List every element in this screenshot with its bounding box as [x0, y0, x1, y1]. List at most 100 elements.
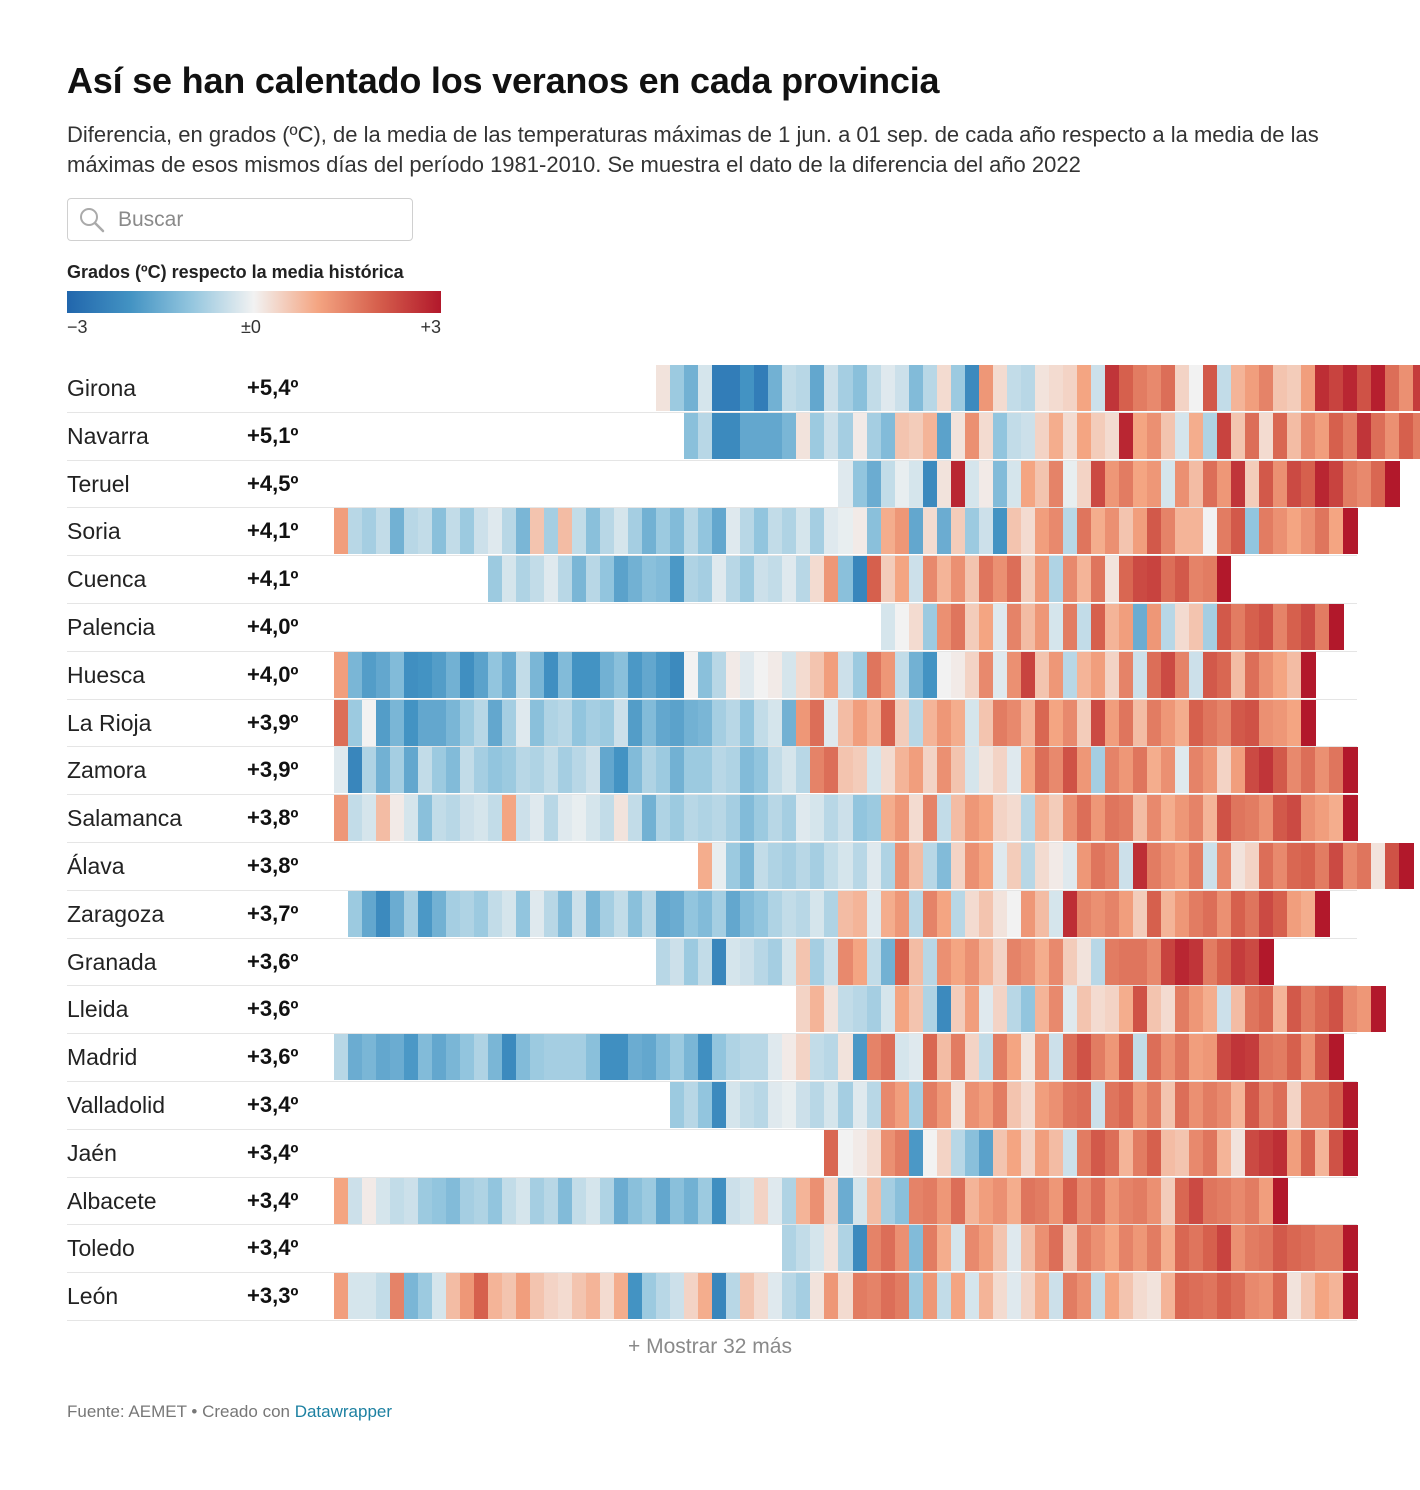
- heatmap-cell: [362, 508, 377, 555]
- heatmap-cell: [1034, 556, 1050, 603]
- heatmap-cell: [894, 986, 910, 1033]
- heatmap-cell: [1174, 747, 1190, 794]
- datawrapper-link[interactable]: Datawrapper: [294, 1402, 393, 1421]
- table-row: Albacete +3,4º: [67, 1177, 1357, 1226]
- heatmap-cell: [1300, 747, 1316, 794]
- heatmap-cell: [880, 1129, 896, 1176]
- heatmap-cell: [1300, 842, 1316, 889]
- heatmap-strip: [334, 556, 1357, 603]
- heatmap-cell: [418, 890, 433, 937]
- heatmap-cell: [1174, 1177, 1190, 1224]
- heatmap-cell: [404, 651, 419, 698]
- heatmap-cell: [670, 651, 685, 698]
- heatmap-cell: [1132, 1225, 1148, 1272]
- search-icon: [80, 207, 105, 232]
- heatmap-cell: [1020, 795, 1036, 842]
- heatmap-cell: [726, 747, 741, 794]
- heatmap-cell: [1244, 1273, 1260, 1320]
- heatmap-cell: [796, 1081, 812, 1128]
- heatmap-cell: [1062, 1034, 1078, 1081]
- heatmap-cell: [460, 508, 475, 555]
- heatmap-cell: [726, 1081, 741, 1128]
- heatmap-cell: [390, 890, 405, 937]
- heatmap-cell: [1202, 1081, 1218, 1128]
- heatmap-cell: [992, 1177, 1008, 1224]
- heatmap-cell: [572, 1034, 587, 1081]
- heatmap-cell: [1118, 699, 1134, 746]
- heatmap-cell: [586, 508, 601, 555]
- heatmap-strip: [334, 890, 1357, 937]
- heatmap-cell: [1132, 890, 1148, 937]
- heatmap-cell: [1034, 1034, 1050, 1081]
- heatmap-cell: [810, 651, 826, 698]
- heatmap-cell: [894, 460, 910, 507]
- heatmap-cell: [866, 938, 882, 985]
- anomaly-2022-value: +3,4º: [247, 1235, 299, 1261]
- heatmap-cell: [600, 508, 615, 555]
- heatmap-cell: [964, 1129, 980, 1176]
- heatmap-cell: [488, 508, 503, 555]
- heatmap-cell: [698, 890, 713, 937]
- heatmap-cell: [334, 651, 349, 698]
- heatmap-cell: [1034, 699, 1050, 746]
- heatmap-cell: [740, 699, 755, 746]
- anomaly-2022-value: +4,1º: [247, 518, 299, 544]
- heatmap-cell: [1300, 1273, 1316, 1320]
- heatmap-cell: [432, 699, 447, 746]
- heatmap-cell: [978, 508, 994, 555]
- heatmap-cell: [1076, 603, 1092, 650]
- heatmap-cell: [698, 556, 713, 603]
- heatmap-cell: [866, 365, 882, 411]
- legend-gradient: [67, 291, 441, 313]
- heatmap-cell: [1244, 1081, 1260, 1128]
- heatmap-cell: [866, 460, 882, 507]
- heatmap-cell: [950, 699, 966, 746]
- heatmap-cell: [894, 556, 910, 603]
- heatmap-cell: [1385, 365, 1400, 411]
- heatmap-cell: [768, 365, 784, 411]
- heatmap-cell: [1146, 508, 1162, 555]
- heatmap-cell: [1188, 651, 1204, 698]
- heatmap-strip: [334, 508, 1358, 555]
- heatmap-cell: [1090, 795, 1106, 842]
- heatmap-cell: [1146, 938, 1162, 985]
- heatmap-cell: [1090, 1081, 1106, 1128]
- heatmap-cell: [922, 938, 938, 985]
- heatmap-cell: [950, 412, 966, 459]
- heatmap-cell: [1202, 1273, 1218, 1320]
- heatmap-cell: [894, 1177, 910, 1224]
- heatmap-cell: [656, 556, 671, 603]
- heatmap-cell: [600, 795, 615, 842]
- heatmap-cell: [782, 365, 798, 411]
- heatmap-cell: [1174, 699, 1190, 746]
- heatmap-cell: [824, 938, 840, 985]
- heatmap-cell: [1006, 938, 1022, 985]
- search-input[interactable]: [116, 206, 400, 233]
- heatmap-cell: [824, 556, 840, 603]
- heatmap-cell: [502, 1273, 517, 1320]
- heatmap-cell: [572, 651, 587, 698]
- heatmap-cell: [1230, 1273, 1246, 1320]
- heatmap-cell: [754, 890, 770, 937]
- heatmap-cell: [1132, 1177, 1148, 1224]
- heatmap-cell: [502, 890, 517, 937]
- heatmap-cell: [880, 986, 896, 1033]
- show-more-button[interactable]: + Mostrar 32 más: [628, 1335, 792, 1358]
- heatmap-cell: [936, 508, 952, 555]
- anomaly-2022-value: +3,6º: [247, 996, 299, 1022]
- heatmap-cell: [796, 699, 812, 746]
- heatmap-cell: [1132, 603, 1148, 650]
- heatmap-cell: [614, 556, 629, 603]
- heatmap-strip: [334, 412, 1420, 459]
- heatmap-cell: [614, 508, 629, 555]
- heatmap-cell: [1160, 795, 1176, 842]
- heatmap-cell: [1216, 890, 1232, 937]
- heatmap-cell: [628, 508, 643, 555]
- province-name: Soria: [67, 518, 121, 545]
- heatmap-cell: [1244, 795, 1260, 842]
- heatmap-cell: [572, 890, 587, 937]
- heatmap-cell: [740, 365, 755, 411]
- heatmap-cell: [502, 1034, 517, 1081]
- heatmap-cell: [1230, 986, 1246, 1033]
- search-box[interactable]: [67, 198, 413, 241]
